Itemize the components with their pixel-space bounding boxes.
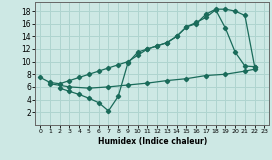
X-axis label: Humidex (Indice chaleur): Humidex (Indice chaleur): [98, 137, 207, 146]
